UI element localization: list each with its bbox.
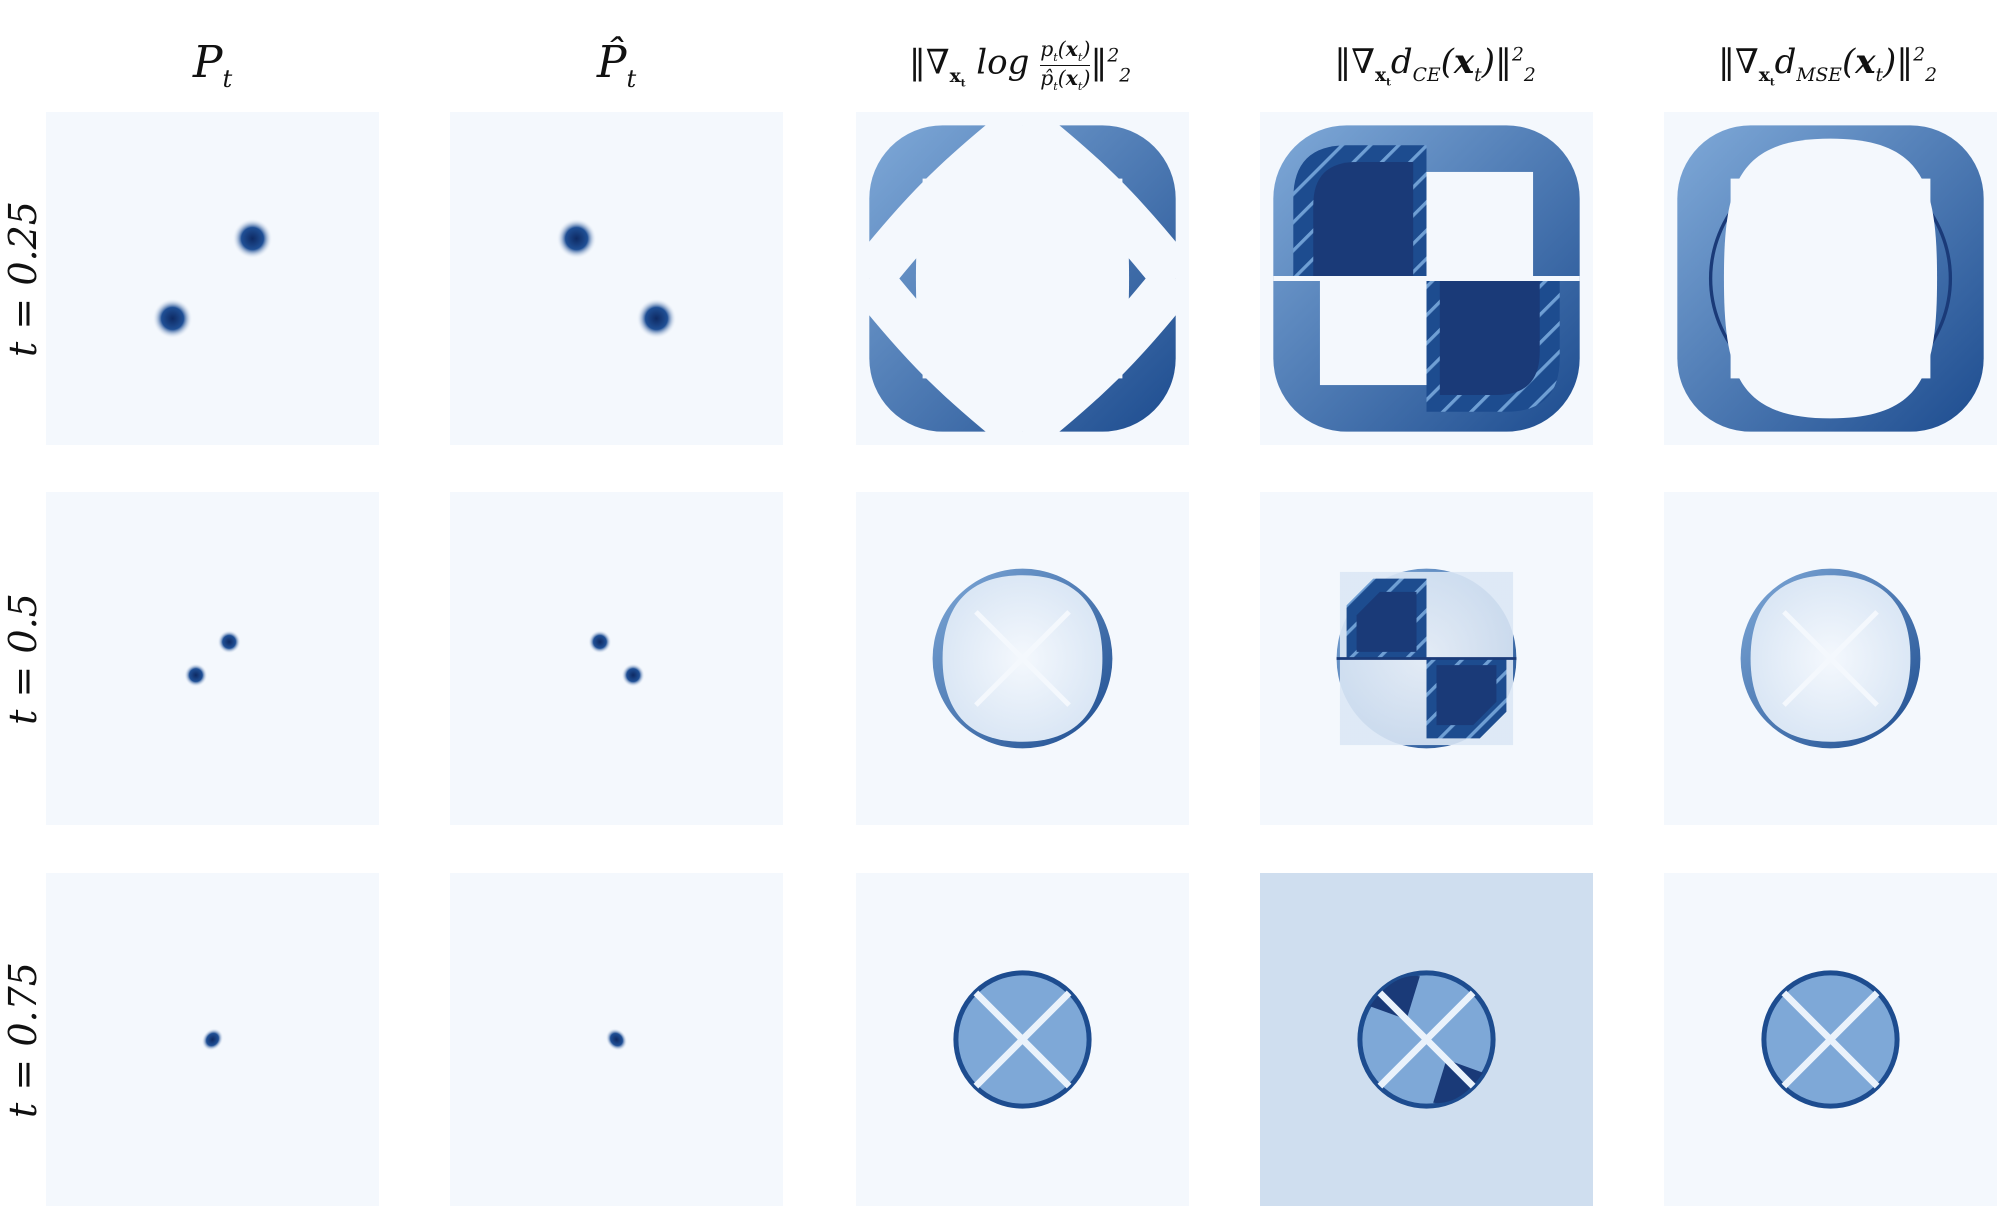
panel-r1-pt-hat: [450, 492, 783, 825]
row-label-1: t = 0.5: [0, 492, 46, 825]
row-label-text: t = 0.25: [1, 200, 46, 357]
density-mode: [201, 1028, 224, 1051]
row-label-0: t = 0.25: [0, 112, 46, 445]
panel-r0-pt: [46, 112, 379, 445]
density-mode: [556, 218, 597, 259]
panel-r1-mse: [1664, 492, 1997, 825]
panel-r0-pt-hat: [450, 112, 783, 445]
column-title-ce-gradient: ‖∇xtdCE(xt)‖22: [1255, 10, 1615, 120]
density-mode: [232, 218, 273, 259]
density-mode: [184, 663, 208, 687]
column-title-pt-hat-text: P̂t: [596, 37, 637, 93]
column-title-pt-text: Pt: [192, 37, 233, 93]
column-title-pt: Pt: [46, 10, 379, 120]
panel-r1-log-ratio: [856, 492, 1189, 825]
column-title-mse-gradient: ‖∇xtdMSE(xt)‖22: [1655, 10, 2000, 120]
row-label-text: t = 0.75: [1, 961, 46, 1118]
panel-r2-mse: [1664, 873, 1997, 1206]
panel-r0-log-ratio: [856, 112, 1189, 445]
density-mode: [621, 663, 645, 687]
column-title-mse-text: ‖∇xtdMSE(xt)‖22: [1717, 41, 1938, 89]
density-mode: [588, 630, 612, 654]
row-label-text: t = 0.5: [1, 592, 46, 725]
density-mode: [152, 298, 193, 339]
density-mode: [217, 630, 241, 654]
panel-r0-mse: [1664, 112, 1997, 445]
row-label-2: t = 0.75: [0, 873, 46, 1206]
column-title-log-ratio-gradient: ‖∇xt log pt(xt) p̂t(xt) ‖22: [840, 10, 1200, 120]
column-title-log-ratio-text: ‖∇xt log pt(xt) p̂t(xt) ‖22: [908, 37, 1132, 93]
panel-r2-log-ratio: [856, 873, 1189, 1206]
panel-r2-ce: [1260, 873, 1593, 1206]
column-title-pt-hat: P̂t: [450, 10, 783, 120]
panel-r2-pt: [46, 873, 379, 1206]
panel-r1-ce: [1260, 492, 1593, 825]
panel-r2-pt-hat: [450, 873, 783, 1206]
column-title-ce-text: ‖∇xtdCE(xt)‖22: [1334, 41, 1536, 89]
panel-r0-ce: [1260, 112, 1593, 445]
panel-r1-pt: [46, 492, 379, 825]
density-mode: [636, 298, 677, 339]
density-mode: [605, 1028, 628, 1051]
